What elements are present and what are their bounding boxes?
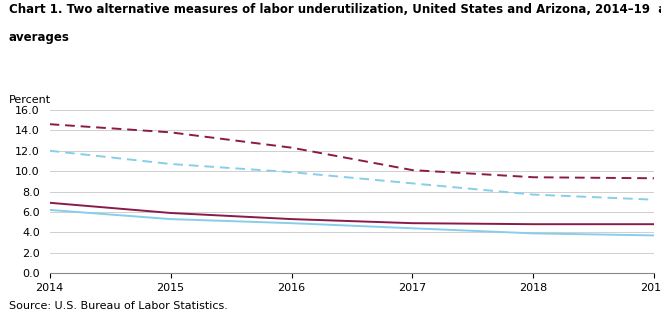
Text: Chart 1. Two alternative measures of labor underutilization, United States and A: Chart 1. Two alternative measures of lab…: [9, 3, 661, 16]
Text: averages: averages: [9, 31, 69, 44]
Text: Source: U.S. Bureau of Labor Statistics.: Source: U.S. Bureau of Labor Statistics.: [9, 301, 227, 311]
Text: Percent: Percent: [9, 95, 51, 105]
